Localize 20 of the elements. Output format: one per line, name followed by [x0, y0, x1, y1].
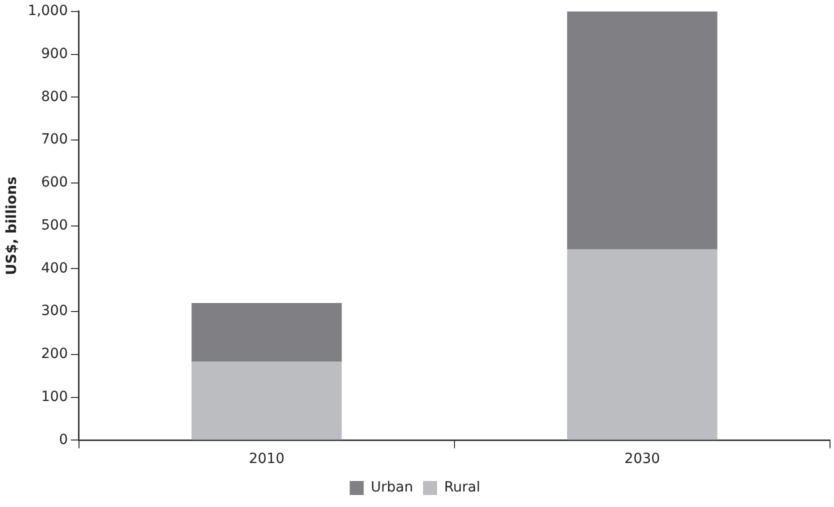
bar	[567, 11, 718, 250]
y-tick-label: 400	[41, 260, 68, 276]
y-axis-title: US$, billions	[4, 176, 20, 276]
x-tick-label: 2030	[624, 451, 660, 468]
legend-label: Rural	[444, 480, 480, 496]
y-tick-label: 600	[41, 174, 68, 191]
bar	[192, 302, 342, 362]
bar	[567, 249, 718, 440]
x-tick-label: 2010	[248, 451, 284, 468]
bar	[192, 362, 342, 440]
y-tick-label: 900	[41, 46, 68, 62]
y-tick-label: 100	[41, 388, 68, 405]
y-tick-label: 1,000	[28, 3, 68, 20]
y-tick-label: 300	[41, 303, 68, 320]
legend-label: Urban	[370, 480, 414, 496]
y-tick-label: 0	[58, 432, 68, 448]
y-tick-label: 500	[41, 217, 68, 234]
y-tick-label: 200	[41, 346, 68, 362]
y-tick-label: 800	[41, 88, 68, 105]
y-tick-label: 700	[41, 132, 68, 148]
